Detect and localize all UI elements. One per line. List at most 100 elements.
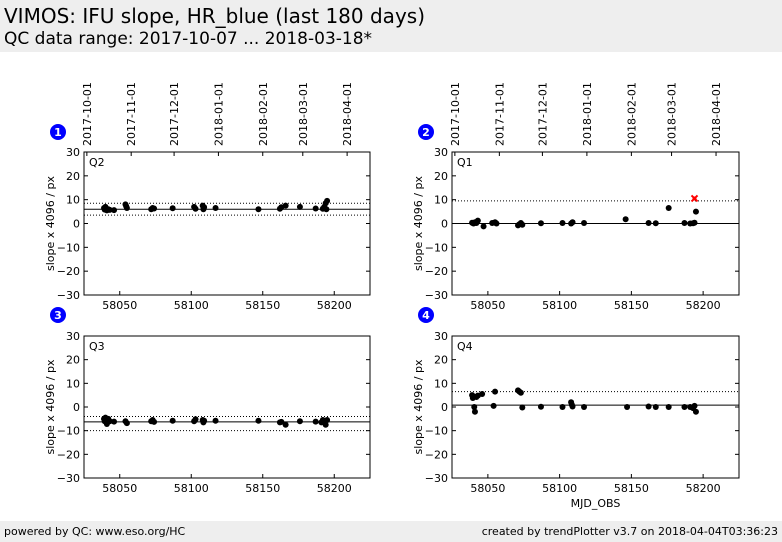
data-point xyxy=(201,417,208,424)
data-point xyxy=(192,205,199,212)
data-point xyxy=(312,205,319,212)
data-point xyxy=(692,408,699,415)
panel-number-badge xyxy=(50,124,66,140)
footer-bar: powered by QC: www.eso.org/HC created by… xyxy=(0,521,782,542)
y-tick-label: −10 xyxy=(57,425,80,438)
data-point xyxy=(537,220,544,227)
x-tick-label: 58150 xyxy=(614,482,649,495)
panel-label: Q3 xyxy=(89,340,105,353)
data-point xyxy=(111,418,118,425)
data-point xyxy=(123,420,130,427)
date-tick-label: 2017-12-01 xyxy=(536,82,549,146)
panel-number-badge xyxy=(418,124,434,140)
data-point xyxy=(517,389,524,396)
data-point xyxy=(490,402,497,409)
y-tick-label: 20 xyxy=(66,354,80,367)
y-tick-label: −30 xyxy=(57,289,80,302)
date-tick-label: 2017-12-01 xyxy=(168,82,181,146)
data-point xyxy=(681,220,688,227)
date-tick-label: 2018-04-01 xyxy=(710,82,723,146)
data-point xyxy=(296,203,303,210)
panel-number-badge xyxy=(418,307,434,323)
y-tick-label: 30 xyxy=(434,146,448,159)
x-tick-label: 58050 xyxy=(102,299,137,312)
date-tick-label: 2018-04-01 xyxy=(341,82,354,146)
data-point xyxy=(201,204,208,211)
chart-panel-3: −30 −20 −10 0 10 20 30 58050 58100 58150 58200 Q3 sl… xyxy=(44,307,371,495)
y-axis-label: slope x 4096 / px xyxy=(412,176,425,271)
data-point xyxy=(691,402,698,409)
plot-frame xyxy=(83,151,371,296)
y-axis-label: slope x 4096 / px xyxy=(44,359,57,454)
y-axis-label: slope x 4096 / px xyxy=(412,359,425,454)
data-point xyxy=(645,403,652,410)
data-point xyxy=(151,418,158,425)
plot-frame xyxy=(83,335,371,479)
y-axis-label: slope x 4096 / px xyxy=(44,176,57,271)
page-subtitle: QC data range: 2017-10-07 ... 2018-03-18… xyxy=(4,29,373,49)
x-tick-label: 58100 xyxy=(542,482,577,495)
y-tick-label: 0 xyxy=(73,218,80,231)
data-point xyxy=(569,403,576,410)
chart-panel-4: −30 −20 −10 0 10 20 30 58050 58100 58150 58200 Q4 sl… xyxy=(412,307,740,510)
data-point xyxy=(581,404,588,410)
data-point xyxy=(480,223,487,230)
data-point xyxy=(624,404,631,410)
data-point xyxy=(471,404,478,410)
data-point xyxy=(622,216,629,223)
panel-label: Q1 xyxy=(457,156,473,169)
data-point xyxy=(493,220,500,227)
footer-credit: powered by QC: www.eso.org/HC xyxy=(4,525,186,538)
data-point xyxy=(645,220,652,227)
y-tick-label: 30 xyxy=(66,146,80,159)
x-tick-label: 58200 xyxy=(686,299,721,312)
x-tick-label: 58200 xyxy=(317,299,352,312)
page-title: VIMOS: IFU slope, HR_blue (last 180 days… xyxy=(4,4,425,28)
y-tick-label: −10 xyxy=(425,241,448,254)
footer-created: created by trendPlotter v3.7 on 2018-04-… xyxy=(481,525,778,538)
date-tick-label: 2018-03-01 xyxy=(297,82,310,146)
data-point xyxy=(559,404,566,410)
x-tick-label: 58150 xyxy=(245,482,280,495)
x-tick-label: 58100 xyxy=(542,299,577,312)
data-point xyxy=(652,220,659,227)
data-point xyxy=(324,197,331,204)
y-tick-label: 30 xyxy=(434,330,448,343)
data-point xyxy=(106,206,113,213)
date-tick-label: 2017-10-01 xyxy=(449,82,462,146)
data-point xyxy=(255,206,262,213)
x-tick-label: 58050 xyxy=(470,299,505,312)
date-tick-label: 2017-11-01 xyxy=(125,82,138,146)
panel-number: 2 xyxy=(422,126,430,139)
y-tick-label: 0 xyxy=(441,401,448,414)
data-point xyxy=(151,205,158,212)
data-point xyxy=(212,417,219,424)
header-bar: VIMOS: IFU slope, HR_blue (last 180 days… xyxy=(0,0,782,52)
x-tick-label: 58100 xyxy=(174,482,209,495)
data-point xyxy=(282,421,289,428)
x-tick-label: 58050 xyxy=(470,482,505,495)
y-tick-label: −20 xyxy=(57,448,80,461)
y-tick-label: −10 xyxy=(57,241,80,254)
data-point xyxy=(581,220,588,227)
data-point xyxy=(537,403,544,410)
data-point xyxy=(323,206,330,213)
y-tick-label: 0 xyxy=(73,401,80,414)
data-point xyxy=(691,219,698,226)
data-point xyxy=(255,417,262,424)
data-point xyxy=(169,417,176,424)
date-tick-label: 2017-10-01 xyxy=(81,82,94,146)
date-tick-label: 2018-01-01 xyxy=(212,82,225,146)
data-point xyxy=(111,207,118,214)
data-point xyxy=(519,404,526,411)
date-tick-label: 2018-02-01 xyxy=(257,82,270,146)
data-point xyxy=(471,408,478,415)
data-point xyxy=(479,390,486,397)
data-point xyxy=(322,421,329,428)
y-tick-label: −20 xyxy=(57,265,80,278)
data-point xyxy=(278,418,285,425)
y-tick-label: −30 xyxy=(425,472,448,485)
panel-number: 4 xyxy=(422,309,430,322)
y-tick-label: 30 xyxy=(66,330,80,343)
data-point xyxy=(324,417,331,424)
